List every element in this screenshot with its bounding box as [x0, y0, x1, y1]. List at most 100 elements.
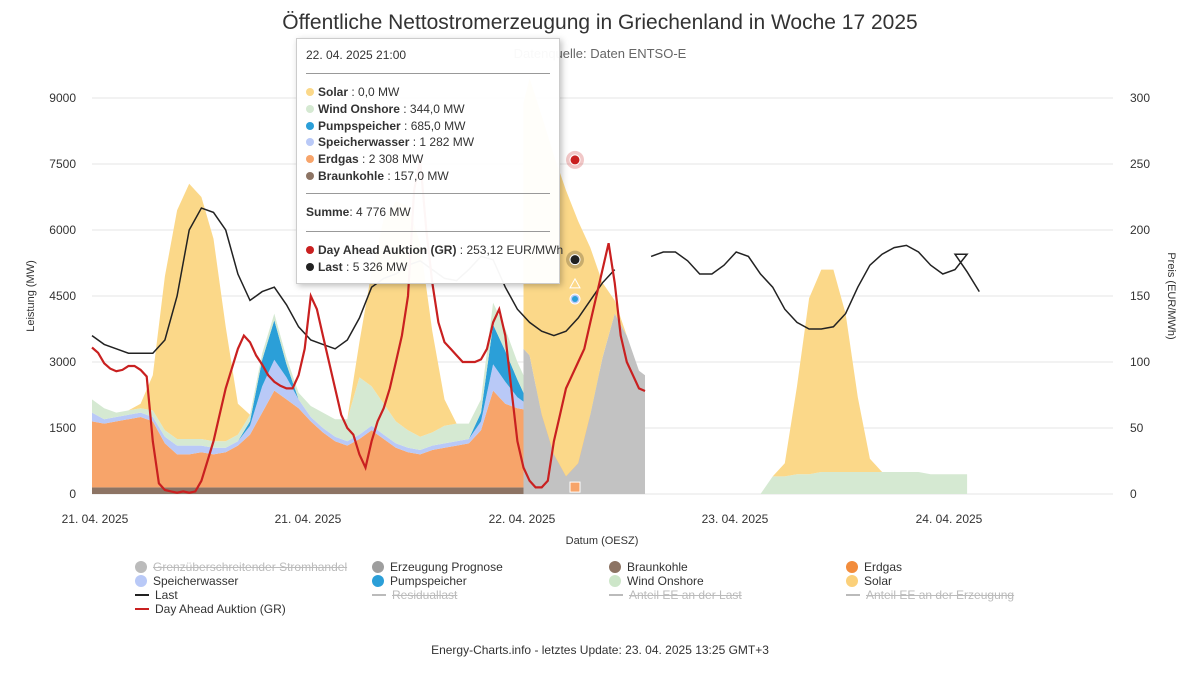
footer-credit: Energy-Charts.info - letztes Update: 23.…	[431, 643, 769, 657]
legend-symbol	[372, 594, 386, 596]
tooltip-series-name: Day Ahead Auktion (GR)	[318, 243, 457, 257]
hover-point-solar	[569, 277, 581, 289]
tooltip-bullet	[306, 104, 314, 113]
tooltip-series-name: Pumpspeicher	[318, 118, 401, 133]
y-tick-label-right: 150	[1130, 289, 1150, 303]
tooltip-series-name: Speicherwasser	[318, 135, 410, 150]
tooltip-bullet	[306, 155, 314, 164]
tooltip-sum-label: Summe	[306, 205, 350, 219]
chart-title: Öffentliche Nettostromerzeugung in Griec…	[282, 11, 918, 34]
tooltip-series-value: : 0,0 MW	[348, 85, 400, 99]
tooltip-series-value: : 344,0 MW	[399, 101, 465, 116]
tooltip-series-value: : 157,0 MW	[384, 169, 449, 183]
tooltip-series-name: Erdgas	[318, 152, 359, 167]
tooltip-series-value: : 2 308 MW	[358, 152, 424, 167]
tooltip-sum-value: 4 776 MW	[356, 205, 411, 219]
legend-item[interactable]: Pumpspeicher	[372, 574, 467, 588]
y-tick-label-right: 300	[1130, 91, 1150, 105]
legend-item[interactable]: Grenzüberschreitender Stromhandel	[135, 560, 347, 574]
legend-symbol	[846, 561, 858, 573]
tooltip-series-name: Last	[318, 260, 343, 274]
series-lines	[91, 159, 980, 494]
hover-markers	[566, 150, 584, 493]
tooltip-row: Last : 5 326 MW	[306, 260, 407, 274]
legend-item[interactable]: Anteil EE an der Erzeugung	[846, 588, 1014, 602]
legend-item[interactable]: Solar	[846, 574, 892, 588]
legend-item[interactable]: Anteil EE an der Last	[609, 588, 742, 602]
tooltip-series-value: : 1 282 MW	[409, 135, 475, 150]
tooltip-divider	[306, 73, 550, 74]
legend-item[interactable]: Erzeugung Prognose	[372, 560, 503, 574]
legend-symbol	[609, 594, 623, 596]
tooltip-bullet	[306, 172, 314, 180]
area-solar	[92, 183, 968, 495]
tooltip-bullet	[306, 121, 314, 130]
legend-item[interactable]: Wind Onshore	[609, 574, 704, 588]
legend-label: Erdgas	[864, 560, 903, 574]
legend-item[interactable]: Speicherwasser	[135, 574, 238, 588]
tooltip-row: Erdgas : 2 308 MW	[306, 152, 423, 166]
legend-label: Pumpspeicher	[390, 574, 467, 588]
line-day-ahead-price	[91, 159, 646, 494]
y-tick-label-left: 1500	[49, 421, 76, 435]
x-tick-label: 21. 04. 2025	[62, 512, 129, 526]
tooltip-row: Wind Onshore : 344,0 MW	[306, 102, 465, 116]
tooltip-bullet	[306, 263, 314, 271]
tooltip-series-value: : 685,0 MW	[400, 118, 466, 133]
tooltip-series-name: Wind Onshore	[318, 101, 400, 116]
tooltip-sum: Summe: 4 776 MW	[306, 205, 411, 219]
axes: 0 1500 3000 4500 6000 7500 9000 0 50 100 150 200 250…	[25, 91, 1177, 547]
line-last	[91, 207, 980, 354]
y-tick-label-left: 0	[69, 487, 76, 501]
legend-symbol	[846, 594, 860, 596]
tooltip-header: 22. 04. 2025 21:00	[306, 48, 407, 62]
x-tick-label: 22. 04. 2025	[489, 512, 556, 526]
tooltip-row: Day Ahead Auktion (GR) : 253,12 EUR/MWh	[306, 243, 563, 257]
y-axis-title-right: Preis (EUR/MWh)	[1165, 252, 1177, 339]
y-tick-label-right: 100	[1130, 355, 1150, 369]
tooltip-bullet	[306, 88, 314, 96]
legend-label: Last	[155, 588, 178, 602]
legend-item[interactable]: Braunkohle	[609, 560, 688, 574]
tooltip-bullet	[306, 246, 314, 254]
legend-label: Solar	[864, 574, 893, 588]
tooltip-series-value: : 253,12 EUR/MWh	[456, 243, 564, 257]
tooltip-row: Pumpspeicher : 685,0 MW	[306, 119, 465, 133]
legend-label: Anteil EE an der Last	[629, 588, 742, 602]
hover-point-last	[569, 254, 581, 266]
hover-point-pumpspeicher	[572, 295, 578, 302]
legend-item[interactable]: Last	[135, 588, 178, 602]
y-axis-title-left: Leistung (MW)	[25, 260, 37, 332]
y-tick-label-right: 0	[1130, 487, 1137, 501]
hover-point-braunkohle	[569, 481, 581, 493]
legend-label: Day Ahead Auktion (GR)	[155, 602, 286, 616]
legend-item[interactable]: Erdgas	[846, 560, 902, 574]
legend-label: Erzeugung Prognose	[390, 560, 503, 574]
y-tick-label-right: 50	[1130, 421, 1144, 435]
legend-symbol	[135, 608, 149, 610]
hover-point-price	[569, 154, 581, 166]
legend-symbol	[135, 561, 147, 573]
area-erdgas	[92, 390, 615, 488]
legend-item[interactable]: Residuallast	[372, 588, 457, 602]
x-tick-label: 24. 04. 2025	[916, 512, 983, 526]
legend-symbol	[609, 575, 621, 587]
y-tick-label-left: 7500	[49, 157, 76, 171]
tooltip-series-value: : 5 326 MW	[342, 260, 408, 274]
legend-symbol	[135, 575, 147, 587]
legend-label: Braunkohle	[627, 560, 688, 574]
legend-symbol	[372, 561, 384, 573]
tooltip-row: Speicherwasser : 1 282 MW	[306, 135, 474, 149]
y-tick-label-left: 6000	[49, 223, 76, 237]
tooltip-row: Solar : 0,0 MW	[306, 85, 399, 99]
y-tick-label-right: 200	[1130, 223, 1150, 237]
tooltip-divider	[306, 231, 550, 232]
legend-label: Grenzüberschreitender Stromhandel	[153, 560, 348, 574]
tooltip-row: Braunkohle : 157,0 MW	[306, 169, 449, 183]
legend-label: Speicherwasser	[153, 574, 239, 588]
tooltip-series-name: Braunkohle	[318, 169, 385, 183]
legend-symbol	[135, 594, 149, 596]
legend-symbol	[846, 575, 858, 587]
tooltip-bullet	[306, 138, 314, 147]
legend-item[interactable]: Day Ahead Auktion (GR)	[135, 602, 286, 616]
